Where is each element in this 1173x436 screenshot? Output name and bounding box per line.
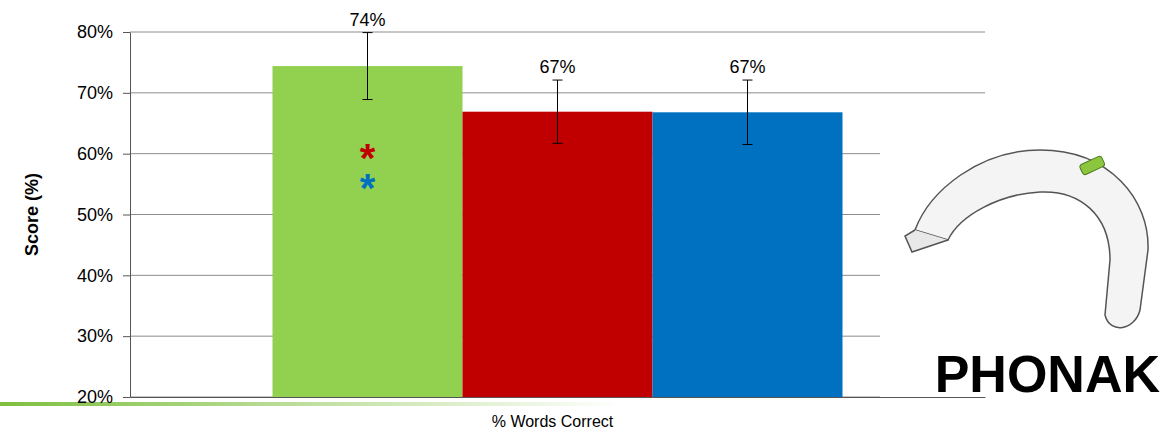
y-tick-label: 40%	[77, 266, 113, 286]
y-tick: 30%	[77, 326, 130, 346]
error-bar-part	[743, 80, 753, 81]
plot-area	[273, 33, 843, 397]
error-bar-part	[553, 80, 563, 81]
y-tick-mark	[123, 397, 130, 398]
y-tick: 60%	[77, 144, 130, 164]
bar	[653, 112, 843, 397]
y-tick: 50%	[77, 205, 130, 225]
data-label: 67%	[539, 57, 575, 77]
x-axis	[131, 397, 986, 399]
hearing-aid-button	[1079, 155, 1105, 175]
y-tick-label: 80%	[77, 22, 113, 42]
y-tick-mark	[123, 93, 130, 94]
y-tick: 40%	[77, 266, 130, 286]
error-bar-part	[363, 99, 373, 100]
y-tick-label: 20%	[77, 387, 113, 407]
significance-marker: *	[360, 166, 376, 210]
error-bar-part	[367, 33, 368, 100]
x-axis-line	[131, 397, 986, 398]
y-tick-label: 70%	[77, 83, 113, 103]
y-tick-mark	[123, 275, 130, 276]
y-tick: 70%	[77, 83, 130, 103]
y-axis: 20% 30% 40% 50% 60% 70% 80%	[77, 22, 131, 407]
error-bar-part	[747, 80, 748, 144]
y-tick-label: 50%	[77, 205, 113, 225]
error-bar-part	[553, 143, 563, 144]
y-axis-line	[130, 33, 131, 398]
data-label: 74%	[349, 10, 385, 30]
chart: PHONAK 20% 30% 40% 50% 60% 70% 80% Score (%) % Wo…	[0, 0, 1173, 436]
bar	[463, 112, 653, 397]
hearing-aid	[915, 150, 1148, 328]
grid	[130, 32, 985, 397]
y-tick: 80%	[77, 22, 130, 42]
error-bar	[743, 80, 753, 144]
error-bar	[553, 80, 563, 143]
x-axis-title: % Words Correct	[492, 413, 614, 430]
y-tick-mark	[123, 336, 130, 337]
y-tick: 20%	[77, 387, 130, 407]
error-bar-part	[363, 32, 373, 33]
y-tick-mark	[123, 32, 130, 33]
error-bar-part	[743, 144, 753, 145]
bar	[273, 66, 463, 397]
y-tick-mark	[123, 215, 130, 216]
y-tick-mark	[123, 154, 130, 155]
error-bar	[363, 33, 373, 100]
logo-text: PHONAK	[935, 345, 1161, 403]
error-bar-part	[557, 80, 558, 143]
logo: PHONAK	[880, 150, 1170, 403]
y-tick-label: 60%	[77, 144, 113, 164]
data-label: 67%	[729, 57, 765, 77]
hearing-aid-hook	[905, 230, 948, 252]
y-tick-label: 30%	[77, 326, 113, 346]
grid-line	[130, 32, 985, 33]
y-axis-title: Score (%)	[22, 173, 42, 256]
